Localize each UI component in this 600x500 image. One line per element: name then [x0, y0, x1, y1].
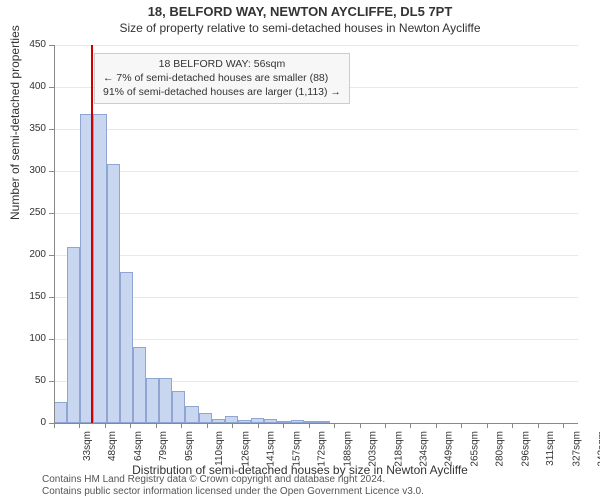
chart-area: 05010015020025030035040045033sqm48sqm64s… — [54, 45, 578, 423]
x-tick-mark — [334, 423, 335, 428]
x-tick-mark — [283, 423, 284, 428]
x-tick-label: 203sqm — [368, 431, 379, 467]
x-tick-mark — [512, 423, 513, 428]
page-title: 18, BELFORD WAY, NEWTON AYCLIFFE, DL5 7P… — [0, 0, 600, 19]
gridline — [54, 171, 578, 172]
x-axis — [54, 423, 578, 424]
plot-region: 05010015020025030035040045033sqm48sqm64s… — [54, 45, 578, 423]
x-tick-label: 311sqm — [545, 431, 556, 466]
x-tick-mark — [563, 423, 564, 428]
x-tick-mark — [436, 423, 437, 428]
x-tick-label: 110sqm — [214, 431, 225, 466]
footer-line1: Contains HM Land Registry data © Crown c… — [42, 474, 424, 486]
y-tick-label: 350 — [16, 123, 46, 134]
y-tick-label: 100 — [16, 333, 46, 344]
gridline — [54, 213, 578, 214]
x-tick-mark — [461, 423, 462, 428]
x-tick-mark — [207, 423, 208, 428]
y-axis — [54, 45, 55, 423]
y-tick-label: 200 — [16, 249, 46, 260]
info-box-line3: 91% of semi-detached houses are larger (… — [103, 85, 341, 99]
histogram-bar — [67, 247, 80, 423]
gridline — [54, 45, 578, 46]
x-tick-label: 172sqm — [317, 431, 328, 467]
x-tick-label: 234sqm — [419, 431, 430, 467]
histogram-bar — [225, 416, 238, 423]
x-tick-mark — [105, 423, 106, 428]
x-tick-label: 95sqm — [184, 431, 195, 461]
x-tick-label: 249sqm — [444, 431, 455, 467]
marker-line — [91, 45, 93, 423]
histogram-bar — [199, 413, 212, 423]
info-box-line2: ← 7% of semi-detached houses are smaller… — [103, 71, 341, 85]
histogram-bar — [159, 378, 172, 423]
y-tick-label: 400 — [16, 81, 46, 92]
x-tick-mark — [538, 423, 539, 428]
footer-line2: Contains public sector information licen… — [42, 486, 424, 498]
info-box-line1: 18 BELFORD WAY: 56sqm — [103, 57, 341, 71]
gridline — [54, 255, 578, 256]
y-tick-label: 150 — [16, 291, 46, 302]
x-tick-label: 157sqm — [291, 431, 302, 467]
histogram-bar — [107, 164, 120, 423]
x-tick-label: 327sqm — [571, 431, 582, 467]
x-tick-label: 64sqm — [133, 431, 144, 461]
x-tick-label: 265sqm — [469, 431, 480, 467]
histogram-bar — [185, 406, 198, 423]
x-tick-label: 141sqm — [266, 431, 277, 467]
x-tick-mark — [385, 423, 386, 428]
gridline — [54, 129, 578, 130]
y-tick-label: 50 — [16, 375, 46, 386]
histogram-bar — [93, 114, 106, 423]
x-tick-mark — [232, 423, 233, 428]
x-tick-mark — [487, 423, 488, 428]
x-tick-mark — [410, 423, 411, 428]
x-tick-mark — [156, 423, 157, 428]
y-tick-label: 450 — [16, 39, 46, 50]
y-tick-label: 300 — [16, 165, 46, 176]
x-tick-mark — [309, 423, 310, 428]
histogram-bar — [120, 272, 133, 423]
y-tick-label: 0 — [16, 417, 46, 428]
x-tick-mark — [79, 423, 80, 428]
x-tick-mark — [360, 423, 361, 428]
x-tick-label: 188sqm — [342, 431, 353, 467]
page-subtitle: Size of property relative to semi-detach… — [0, 19, 600, 35]
x-tick-mark — [54, 423, 55, 428]
histogram-bar — [54, 402, 67, 423]
x-tick-label: 126sqm — [240, 431, 251, 467]
info-box: 18 BELFORD WAY: 56sqm← 7% of semi-detach… — [94, 53, 350, 104]
histogram-bar — [172, 391, 185, 423]
x-tick-mark — [181, 423, 182, 428]
histogram-bar — [146, 378, 159, 423]
footer-attribution: Contains HM Land Registry data © Crown c… — [42, 474, 424, 498]
x-tick-label: 296sqm — [520, 431, 531, 467]
x-tick-label: 33sqm — [82, 431, 93, 461]
y-tick-label: 250 — [16, 207, 46, 218]
histogram-bar — [133, 347, 146, 423]
x-tick-mark — [258, 423, 259, 428]
x-tick-label: 280sqm — [495, 431, 506, 467]
x-tick-label: 48sqm — [107, 431, 118, 461]
x-tick-label: 218sqm — [393, 431, 404, 467]
x-tick-mark — [130, 423, 131, 428]
x-tick-label: 79sqm — [158, 431, 169, 461]
